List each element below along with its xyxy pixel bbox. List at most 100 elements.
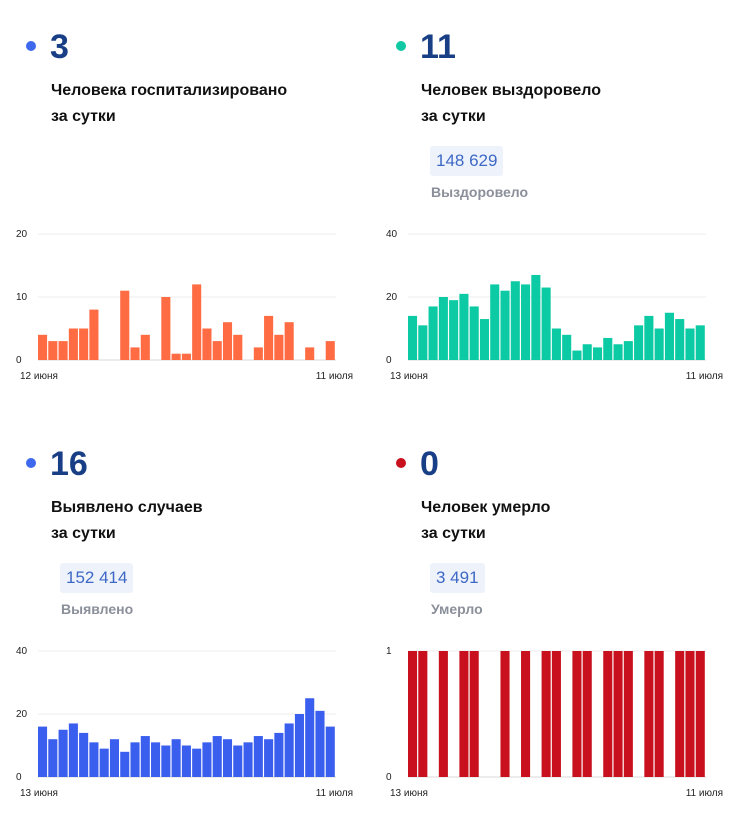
bar	[408, 315, 418, 360]
bar	[438, 297, 448, 360]
x-end-label: 11 июля	[686, 788, 723, 799]
bar	[325, 341, 335, 360]
hospitalized-description-line2: за сутки	[51, 108, 116, 125]
hospitalized-dot	[26, 41, 36, 51]
bar	[222, 322, 233, 360]
detected-panel: 16 Выявлено случаев за сутки 152 414 Выя…	[0, 417, 360, 817]
bar	[233, 745, 243, 777]
bar	[521, 284, 531, 360]
recovered-description: Человек выздоровело за сутки	[421, 78, 601, 130]
x-start-label: 13 июня	[390, 371, 428, 382]
bar	[274, 732, 284, 777]
bar	[264, 739, 274, 777]
deaths-description: Человек умерло за сутки	[421, 495, 550, 547]
bar	[38, 726, 48, 777]
bar	[592, 347, 603, 360]
bar	[294, 714, 304, 777]
recovered-total: 148 629	[430, 146, 504, 176]
recovered-description-line2: за сутки	[421, 108, 486, 125]
bar	[541, 651, 551, 777]
bar	[192, 284, 202, 360]
detected-description: Выявлено случаев за сутки	[51, 495, 203, 547]
x-end-label: 11 июля	[316, 788, 353, 799]
bar	[582, 651, 592, 777]
bar	[521, 651, 531, 777]
bar	[120, 751, 130, 777]
bar	[202, 742, 212, 777]
recovered-count: 11	[420, 28, 456, 66]
y-tick-label: 40	[16, 646, 28, 657]
bar	[109, 739, 120, 777]
deaths-count: 0	[420, 445, 439, 483]
bar	[89, 742, 99, 777]
recovered-description-line1: Человек выздоровело	[421, 82, 602, 99]
bar	[68, 723, 78, 777]
bar	[541, 287, 551, 360]
bar	[644, 651, 654, 777]
bar	[449, 300, 459, 360]
y-tick-label: 20	[16, 709, 28, 720]
hospitalized-panel: 3 Человека госпитализировано за сутки 0 1…	[0, 0, 360, 400]
bar	[613, 344, 623, 360]
detected-total: 152 414	[60, 563, 134, 593]
deaths-total: 3 491	[430, 563, 485, 593]
bar	[500, 651, 510, 777]
detected-description-line1: Выявлено случаев	[51, 499, 203, 516]
bar	[253, 736, 263, 777]
recovered-total-label: Выздоровело	[431, 184, 529, 200]
detected-count: 16	[50, 445, 88, 483]
hospitalized-description-line1: Человека госпитализировано	[51, 82, 288, 99]
bar	[243, 742, 253, 777]
bar	[623, 651, 633, 777]
bar	[305, 347, 315, 360]
y-tick-label: 1	[386, 646, 392, 657]
bar	[151, 742, 161, 777]
bar	[305, 698, 315, 777]
detected-total-label: Выявлено	[61, 601, 134, 617]
bar	[120, 290, 130, 360]
bar	[140, 736, 150, 777]
bar	[38, 334, 48, 360]
bar	[623, 341, 633, 360]
bar	[438, 651, 448, 777]
recovered-chart: 0 20 40 13 июня 11 июля	[386, 229, 723, 382]
bar	[418, 325, 428, 360]
x-end-label: 11 июля	[686, 371, 723, 382]
bar	[253, 347, 263, 360]
hospitalized-count: 3	[50, 28, 69, 66]
bar	[675, 319, 685, 360]
bar	[418, 651, 428, 777]
deaths-chart: 0 1 13 июня 11 июля	[386, 646, 723, 799]
bar	[161, 297, 171, 360]
bar	[58, 729, 68, 777]
bar	[171, 739, 181, 777]
bar	[222, 739, 233, 777]
y-tick-label: 10	[16, 292, 28, 303]
bar	[459, 293, 469, 360]
x-end-label: 11 июля	[316, 371, 353, 382]
bar	[603, 337, 613, 360]
bar	[582, 344, 592, 360]
bar	[613, 651, 623, 777]
bar	[654, 328, 664, 360]
bar	[79, 732, 89, 777]
bar	[531, 274, 541, 360]
bar	[459, 651, 469, 777]
bar	[130, 347, 140, 360]
bar	[68, 328, 78, 360]
deaths-total-label: Умерло	[431, 601, 483, 617]
bar	[408, 651, 418, 777]
bar	[181, 353, 191, 360]
bar	[161, 745, 171, 777]
bar	[99, 748, 109, 777]
deaths-description-line1: Человек умерло	[421, 499, 551, 516]
bar	[212, 341, 222, 360]
bar	[233, 334, 243, 360]
bar	[695, 651, 705, 777]
bar	[212, 736, 222, 777]
x-start-label: 12 июня	[20, 371, 58, 382]
bar	[79, 328, 89, 360]
bar	[202, 328, 212, 360]
bar	[325, 726, 335, 777]
y-tick-label: 0	[16, 772, 22, 783]
